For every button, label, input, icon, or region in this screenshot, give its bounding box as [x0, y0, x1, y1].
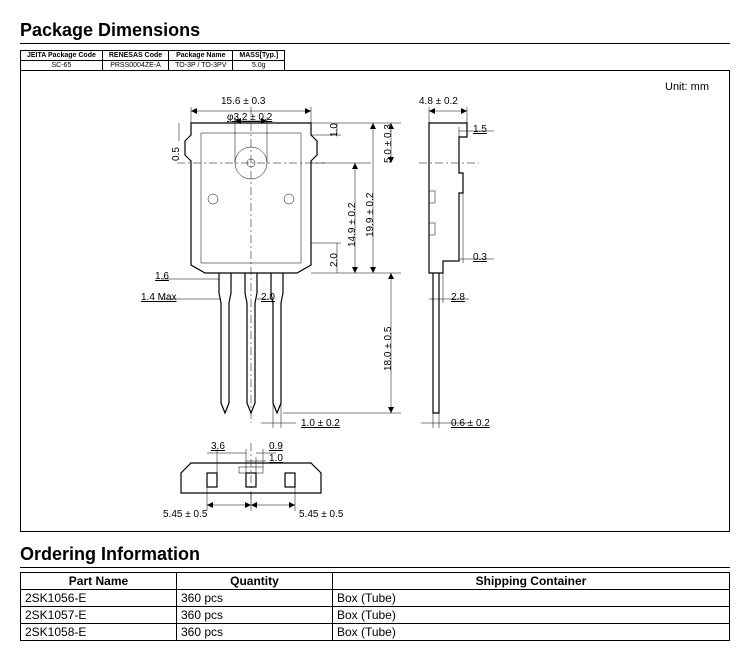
- pkg-val-jeita: SC-65: [21, 61, 103, 71]
- dim-05: 0.5: [171, 147, 182, 161]
- dim-149: 14.9 ± 0.2: [347, 203, 358, 247]
- cell-qty: 360 pcs: [176, 624, 332, 641]
- dim-20: 2.0: [329, 253, 340, 267]
- dim-side-thin: 0.3: [473, 252, 487, 263]
- dim-width: 15.6 ± 0.3: [221, 96, 265, 107]
- pkg-val-name: TO-3P / TO-3PV: [169, 61, 233, 71]
- cell-part: 2SK1058-E: [21, 624, 177, 641]
- cell-part: 2SK1057-E: [21, 607, 177, 624]
- dim-14max: 1.4 Max: [141, 292, 177, 303]
- order-hdr-part: Part Name: [21, 573, 177, 590]
- table-row: 2SK1057-E 360 pcs Box (Tube): [21, 607, 730, 624]
- pkg-val-renesas: PRSS0004ZE-A: [102, 61, 168, 71]
- dim-leadw: 1.0 ± 0.2: [301, 418, 340, 429]
- cell-ship: Box (Tube): [332, 590, 729, 607]
- dim-hole: φ3.2 ± 0.2: [227, 112, 272, 123]
- dim-10: 1.0: [329, 123, 340, 137]
- dim-side-leadw: 0.6 ± 0.2: [451, 418, 490, 429]
- dim-side-lead: 2.8: [451, 292, 465, 303]
- package-code-table: JEITA Package Code RENESAS Code Package …: [20, 50, 285, 71]
- cell-ship: Box (Tube): [332, 607, 729, 624]
- pkg-hdr-jeita: JEITA Package Code: [21, 51, 103, 61]
- section-title-package: Package Dimensions: [20, 20, 730, 44]
- pkg-hdr-mass: MASS[Typ.]: [233, 51, 285, 61]
- dim-btm-36: 3.6: [211, 441, 225, 452]
- pkg-hdr-renesas: RENESAS Code: [102, 51, 168, 61]
- dim-side-w: 4.8 ± 0.2: [419, 96, 458, 107]
- dim-btm-09: 0.9: [269, 441, 283, 452]
- cell-ship: Box (Tube): [332, 624, 729, 641]
- dim-btm-10: 1.0: [269, 453, 283, 464]
- cell-part: 2SK1056-E: [21, 590, 177, 607]
- pkg-val-mass: 5.0g: [233, 61, 285, 71]
- section-title-ordering: Ordering Information: [20, 544, 730, 568]
- dim-btm-545a: 5.45 ± 0.5: [163, 509, 207, 520]
- table-row: 2SK1056-E 360 pcs Box (Tube): [21, 590, 730, 607]
- dim-50: 5.0 ± 0.3: [383, 124, 394, 163]
- dim-btm-545b: 5.45 ± 0.5: [299, 509, 343, 520]
- dim-leadgap: 2.0: [261, 292, 275, 303]
- table-row: 2SK1058-E 360 pcs Box (Tube): [21, 624, 730, 641]
- ordering-table: Part Name Quantity Shipping Container 2S…: [20, 572, 730, 641]
- front-view: [151, 93, 411, 433]
- order-hdr-ship: Shipping Container: [332, 573, 729, 590]
- dim-16: 1.6: [155, 271, 169, 282]
- side-view: [409, 93, 549, 433]
- package-diagram: Unit: mm: [20, 70, 730, 532]
- dim-180: 18.0 ± 0.5: [383, 327, 394, 371]
- order-hdr-qty: Quantity: [176, 573, 332, 590]
- dim-199: 19.9 ± 0.2: [365, 193, 376, 237]
- cell-qty: 360 pcs: [176, 607, 332, 624]
- unit-label: Unit: mm: [665, 81, 709, 93]
- cell-qty: 360 pcs: [176, 590, 332, 607]
- pkg-hdr-name: Package Name: [169, 51, 233, 61]
- dim-side-tab: 1.5: [473, 124, 487, 135]
